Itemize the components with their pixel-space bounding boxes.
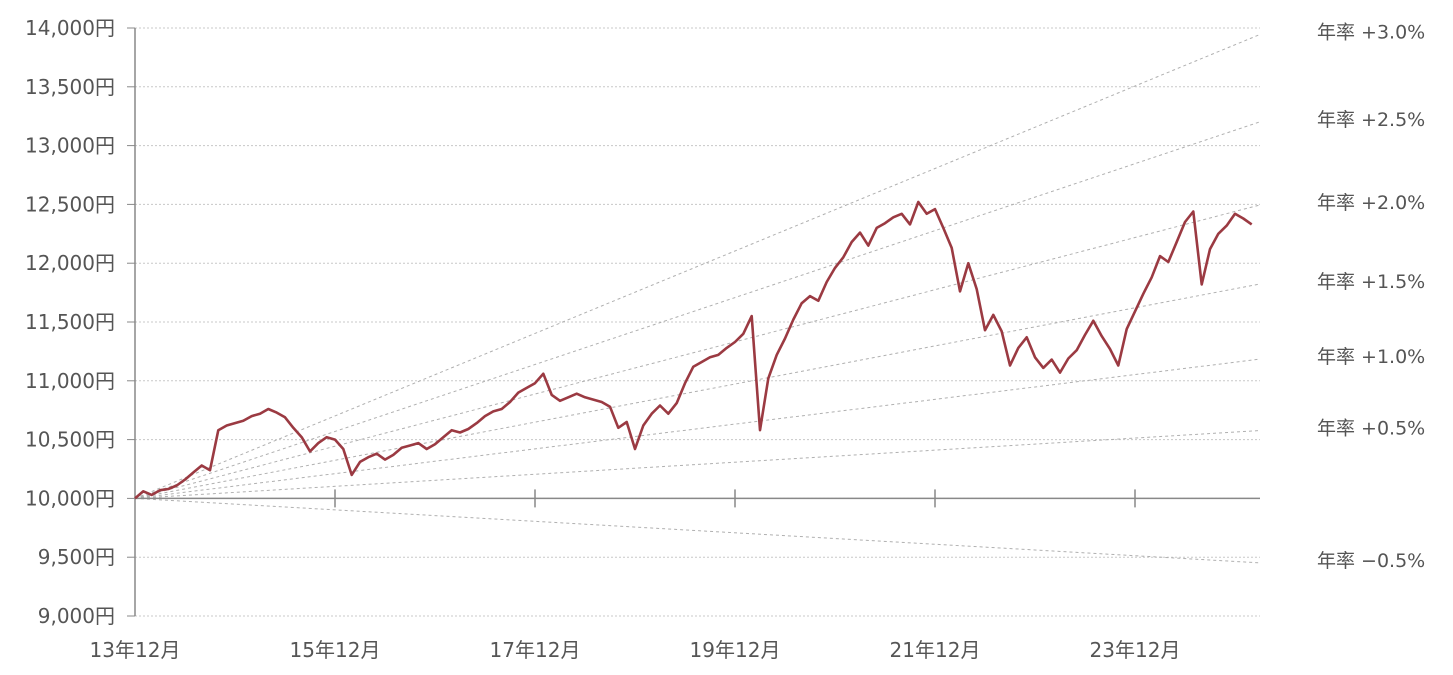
x-tick-label: 17年12月: [490, 638, 581, 662]
reference-line: [134, 497, 1261, 564]
y-tick-label: 11,500円: [25, 310, 115, 334]
reference-line-label: 年率 +0.5%: [1317, 418, 1425, 440]
y-tick-label: 13,000円: [25, 134, 115, 158]
reference-line: [134, 358, 1261, 499]
y-tick-label: 14,000円: [25, 16, 115, 40]
y-axis-labels: 9,000円 9,500円 10,000円 10,500円 11,000円 11,500円…: [25, 16, 115, 628]
y-tick-label: 13,500円: [25, 75, 115, 99]
axes: [134, 28, 1260, 616]
reference-line-label: 年率 +3.0%: [1317, 21, 1425, 43]
y-tick-label: 9,500円: [38, 545, 115, 569]
x-axis-labels: 13年12月 15年12月 17年12月 19年12月 21年12月 23年12月: [90, 638, 1181, 662]
reference-line: [134, 283, 1261, 499]
reference-lines: [134, 34, 1261, 564]
x-tick-label: 21年12月: [890, 638, 981, 662]
x-tick-label: 23年12月: [1090, 638, 1181, 662]
y-tick-label: 11,000円: [25, 369, 115, 393]
reference-line: [134, 34, 1261, 499]
reference-line-label: 年率 +1.0%: [1317, 346, 1425, 368]
reference-line-labels: 年率 +3.0% 年率 +2.5% 年率 +2.0% 年率 +1.5% 年率 +1.0%…: [1317, 21, 1425, 571]
y-tick-label: 12,500円: [25, 192, 115, 216]
reference-line-label: 年率 +2.5%: [1317, 109, 1425, 131]
x-tick-label: 19年12月: [690, 638, 781, 662]
reference-line: [134, 430, 1261, 499]
reference-line-label: 年率 +1.5%: [1317, 271, 1425, 293]
gridlines: [127, 27, 1260, 617]
reference-line: [134, 204, 1261, 499]
series: [134, 200, 1253, 500]
y-tick-label: 12,000円: [25, 251, 115, 275]
y-tick-label: 9,000円: [38, 604, 115, 628]
reference-line-label: 年率 +2.0%: [1317, 192, 1425, 214]
y-tick-label: 10,000円: [25, 486, 115, 510]
x-tick-label: 15年12月: [290, 638, 381, 662]
series-line: [134, 200, 1253, 500]
y-tick-label: 10,500円: [25, 428, 115, 452]
reference-line-label: 年率 −0.5%: [1317, 550, 1425, 572]
x-tick-label: 13年12月: [90, 638, 181, 662]
